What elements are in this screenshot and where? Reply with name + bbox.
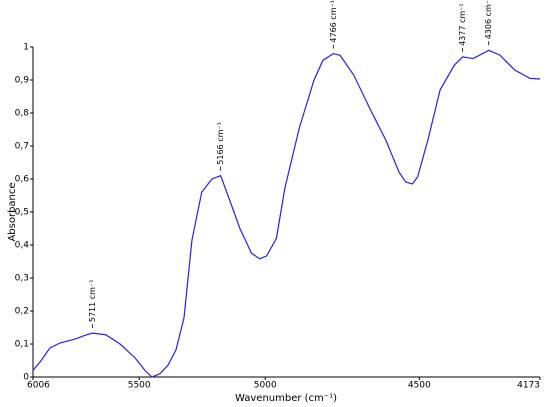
y-tick-label: 0,9	[15, 76, 30, 86]
spectrum-line	[32, 49, 541, 378]
x-tick-label: 4173	[517, 381, 540, 391]
y-tick-label: 0,3	[15, 274, 29, 284]
y-tick-label: 0,7	[15, 142, 29, 152]
annotation-label: 5166 cm⁻¹	[216, 122, 225, 165]
y-axis-label: Absorbance	[7, 182, 18, 241]
y-tick-label: 0,1	[15, 340, 29, 350]
y-tick-label: 0,2	[15, 307, 29, 317]
x-tick-label: 6006	[27, 381, 50, 391]
y-tick-label: 0	[23, 373, 29, 383]
y-tick-label: 1	[23, 43, 29, 53]
y-tick-label: 0,8	[15, 109, 30, 119]
x-axis-label: Wavenumber (cm⁻¹)	[235, 393, 337, 404]
annotation-label: 5711 cm⁻¹	[88, 280, 97, 323]
annotation-label: 4377 cm⁻¹	[458, 3, 467, 46]
y-tick-label: 0,5	[15, 208, 29, 218]
x-tick-label: 5000	[254, 381, 277, 391]
y-tick-label: 0,6	[15, 175, 30, 185]
y-tick-label: 0,4	[15, 241, 30, 251]
annotation-label: 4306 cm⁻¹	[484, 0, 493, 39]
x-tick-label: 5500	[128, 381, 151, 391]
x-tick-label: 4500	[408, 381, 431, 391]
annotation-label: 4766 cm⁻¹	[329, 0, 338, 43]
